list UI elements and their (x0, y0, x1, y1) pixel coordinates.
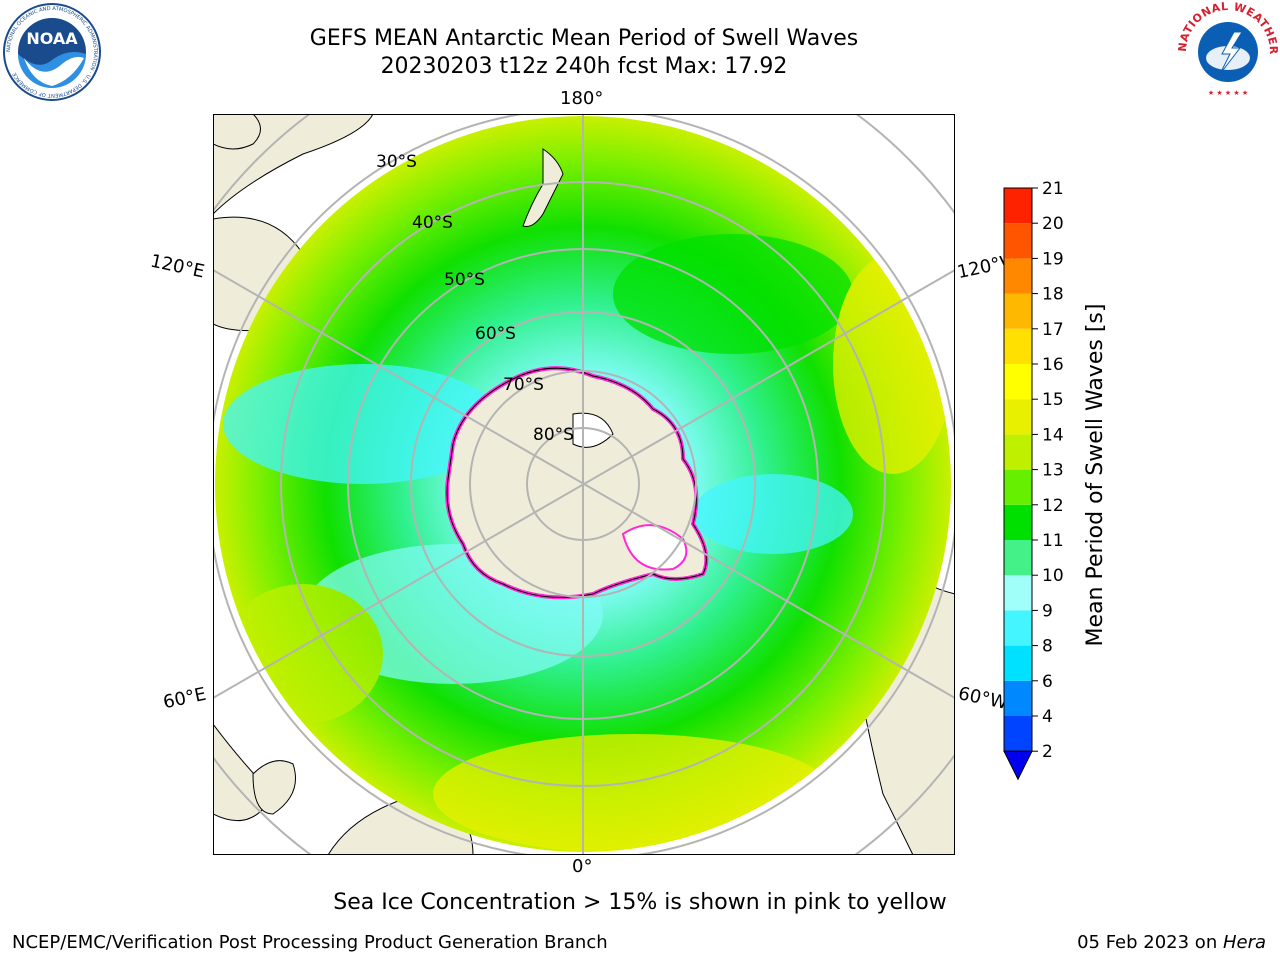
colorbar-tick-label: 6 (1042, 672, 1053, 692)
lat-label-60s: 60°S (475, 324, 516, 344)
colorbar-tick-label: 12 (1042, 496, 1064, 516)
colorbar-tick-label: 14 (1042, 425, 1064, 445)
colorbar-swatch (1004, 399, 1032, 435)
colorbar-tick-label: 16 (1042, 355, 1064, 375)
polar-stereographic-map (213, 114, 955, 855)
colorbar-tick-label: 9 (1042, 601, 1053, 621)
colorbar-swatch (1004, 680, 1032, 716)
land-new-zealand (522, 148, 564, 227)
noaa-logo: NATIONAL OCEANIC AND ATMOSPHERIC ADMINIS… (3, 3, 101, 101)
colorbar-tick-label: 21 (1042, 180, 1064, 199)
colorbar-tick-label: 10 (1042, 566, 1064, 586)
footer-host: Hera (1222, 932, 1266, 953)
colorbar-tick-label: 13 (1042, 461, 1064, 481)
colorbar-swatch (1004, 540, 1032, 576)
colorbar-tick-label: 4 (1042, 707, 1053, 727)
colorbar-ticks: 2 4 6 8 9 10 11 12 13 14 15 16 17 18 19 20 21 (1032, 180, 1064, 762)
colorbar-tick-label: 18 (1042, 285, 1064, 305)
lat-label-70s: 70°S (503, 375, 544, 395)
colorbar-tick-label: 15 (1042, 390, 1064, 410)
footer-branch: NCEP/EMC/Verification Post Processing Pr… (12, 932, 608, 953)
footer-date-text: 05 Feb 2023 on (1077, 932, 1223, 953)
colorbar-swatch (1004, 610, 1032, 646)
colorbar-swatch (1004, 469, 1032, 505)
sea-ice-note: Sea Ice Concentration > 15% is shown in … (333, 890, 947, 915)
colorbar-swatch (1004, 328, 1032, 364)
colorbar-swatch (1004, 188, 1032, 224)
colorbar-tick-label: 2 (1042, 742, 1053, 762)
lat-label-80s: 80°S (533, 425, 574, 445)
colorbar: 2 4 6 8 9 10 11 12 13 14 15 16 17 18 19 20 21 Mean Perio… (1003, 180, 1108, 781)
colorbar-tick-label: 20 (1042, 214, 1064, 234)
colorbar-swatch (1004, 504, 1032, 540)
svg-text:★ ★ ★ ★ ★: ★ ★ ★ ★ ★ (1208, 89, 1248, 97)
lat-label-50s: 50°S (444, 270, 485, 290)
colorbar-tick-label: 11 (1042, 531, 1064, 551)
lon-label-60e: 60°E (161, 683, 208, 714)
graticule (213, 114, 955, 855)
land-madagascar (252, 760, 296, 815)
map-title: GEFS MEAN Antarctic Mean Period of Swell… (309, 26, 859, 51)
footer-date: 05 Feb 2023 on Hera (1077, 932, 1266, 953)
lon-label-180: 180° (560, 88, 604, 109)
colorbar-tick-label: 17 (1042, 320, 1064, 340)
lat-label-40s: 40°S (412, 213, 453, 233)
sea-ice-weddell (621, 524, 688, 571)
colorbar-swatch (1004, 293, 1032, 329)
noaa-wordmark: NOAA (26, 29, 78, 48)
colorbar-swatch (1004, 716, 1032, 752)
colorbar-swatches (1003, 187, 1033, 781)
colorbar-swatch (1004, 645, 1032, 681)
colorbar-swatch (1004, 223, 1032, 259)
colorbar-label: Mean Period of Swell Waves [s] (1083, 304, 1108, 647)
colorbar-swatch (1004, 434, 1032, 470)
colorbar-tick-label: 19 (1042, 249, 1064, 269)
lon-label-0: 0° (572, 856, 593, 877)
colorbar-swatch (1004, 575, 1032, 611)
colorbar-under-arrow (1003, 750, 1033, 781)
colorbar-swatch (1004, 364, 1032, 400)
lat-label-30s: 30°S (376, 152, 417, 172)
lon-label-120e: 120°E (148, 250, 207, 283)
colorbar-swatch (1004, 258, 1032, 294)
colorbar-tick-label: 8 (1042, 637, 1053, 657)
map-subtitle: 20230203 t12z 240h fcst Max: 17.92 (380, 54, 788, 79)
nws-logo: NATIONAL WEATHER SERVICE ★ ★ ★ ★ ★ (1178, 2, 1278, 100)
